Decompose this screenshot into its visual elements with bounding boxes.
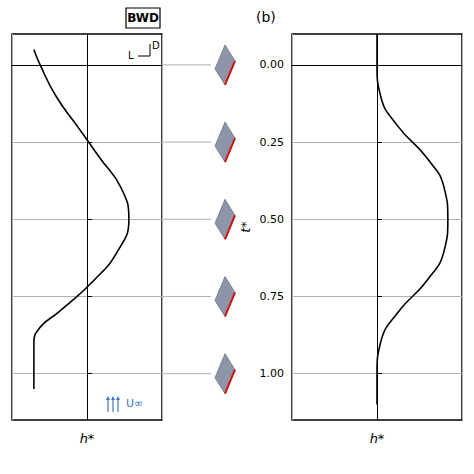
svg-text:BWD: BWD bbox=[127, 11, 159, 25]
svg-text:(b): (b) bbox=[256, 9, 276, 25]
svg-text:1.00: 1.00 bbox=[260, 367, 285, 380]
svg-text:L: L bbox=[128, 50, 134, 61]
svg-text:0.25: 0.25 bbox=[260, 136, 285, 149]
svg-text:0.50: 0.50 bbox=[260, 213, 285, 226]
svg-text:U∞: U∞ bbox=[126, 397, 143, 410]
svg-text:h*: h* bbox=[80, 431, 95, 446]
svg-text:0.75: 0.75 bbox=[260, 290, 285, 303]
svg-text:t*: t* bbox=[238, 221, 253, 233]
svg-text:D: D bbox=[152, 40, 160, 51]
svg-text:0.00: 0.00 bbox=[260, 58, 285, 71]
svg-text:h*: h* bbox=[370, 431, 385, 446]
